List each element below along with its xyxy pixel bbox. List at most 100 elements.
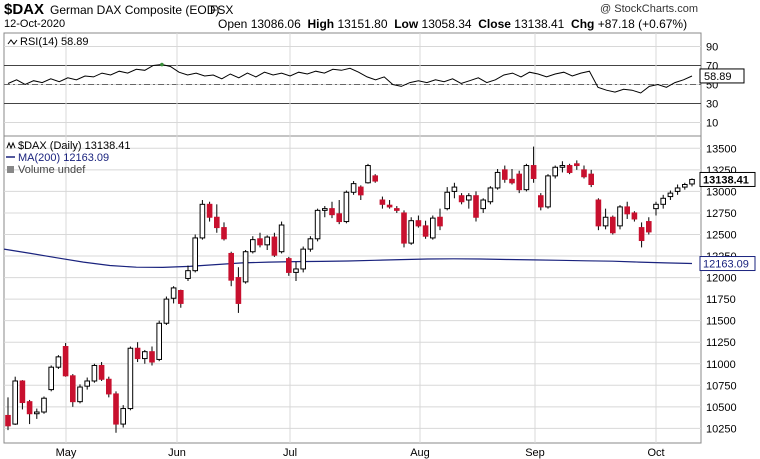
candle-body-down [415,220,422,227]
candle-body-down [566,165,573,173]
price-tick-label: 10500 [706,402,737,414]
rsi-tick-label: 30 [706,99,718,111]
price-tick-label: 13000 [706,186,737,198]
candle-body-down [286,258,292,273]
candle-body-up [343,191,350,223]
candle [19,380,26,410]
candle-body-down [646,221,652,233]
candle-body-down [62,346,69,377]
candle [178,289,184,308]
candle [523,163,530,192]
candle [221,222,227,241]
candle-body-up [142,351,148,360]
candle [379,196,386,209]
candle [336,200,342,225]
candle-body-up [41,397,47,413]
candle [293,262,299,282]
candle [106,376,112,398]
candle-body-down [221,227,227,240]
candle [631,211,638,222]
candle-body-up [170,287,177,299]
candle [55,355,62,369]
candle-body-down [538,195,544,208]
candle [451,182,458,199]
candle [242,249,249,284]
price-tick-label: 11250 [706,337,736,349]
candle [358,185,364,201]
candle-body-down [134,347,141,360]
chart-date: 12-Oct-2020 [4,18,66,30]
exchange-label: FSX [210,3,234,17]
ma-value-tag [699,256,756,272]
ohlc-summary: Open 13086.06 High 13151.80 Low 13058.34… [218,17,687,31]
price-tick-label: 11750 [706,294,736,306]
candle [386,200,393,209]
candle-body-up [494,171,501,189]
candle [199,200,206,240]
candle [444,187,450,211]
candle [142,349,148,364]
price-tick-label: 12750 [706,208,737,220]
candle-body-up [199,203,206,239]
candle-body-up [300,248,306,270]
candle-body-up [250,239,256,253]
price-legend-icon [6,141,16,150]
candle-body-up [559,165,566,168]
price-tick-label: 12500 [706,229,737,241]
chg-value: +87.18 (+0.67%) [597,17,688,31]
candle [509,168,515,185]
candle-body-down [271,236,278,256]
candle [149,346,155,366]
candle [638,222,645,248]
candle [473,191,479,222]
candle [271,232,278,257]
candle [653,201,659,216]
high-value: 13151.80 [337,17,388,31]
rsi-tick-label: 10 [706,118,718,130]
price-tick-label: 10750 [706,380,737,392]
candle-body-up [91,364,98,382]
low-label: Low [394,17,419,31]
candle [502,165,508,183]
candle-body-up [77,386,83,403]
candle-body-down [401,212,407,244]
candle-body-down [206,203,213,218]
candle-body-down [588,173,595,186]
price-tick-label: 12000 [706,273,737,285]
candle [430,215,436,240]
candle-body-down [638,227,645,242]
candle-body-down [5,414,11,427]
candle-body-up [660,197,667,205]
candle [185,265,191,282]
candle [602,208,609,230]
candle [466,193,472,209]
candle [257,232,263,248]
rsi-line [7,63,693,94]
x-axis-month-label: Jun [168,447,186,459]
x-axis-month-label: Sep [525,447,545,459]
candle-body-down [113,393,119,425]
candle-body-down [178,290,184,304]
candle-body-down [574,163,580,167]
candle [314,208,321,242]
candle-body-up [264,236,270,246]
candle [26,399,33,425]
candle-body-up [487,187,494,203]
candle [566,163,573,175]
candle-body-up [34,411,40,415]
candle [48,365,55,392]
candle [62,343,69,377]
candle-body-down [106,378,112,395]
candle [422,220,429,239]
x-axis-month-label: May [56,447,77,459]
candle [91,363,98,383]
candle-body-down [530,165,537,179]
price-value-tag-label: 13138.41 [703,174,749,186]
ma-legend: MA(200) 12163.09 [18,152,109,164]
candle [127,346,134,411]
candle-body-up [552,166,559,177]
candle [487,186,494,205]
candle-body-up [545,175,551,208]
candle-body-up [185,270,191,279]
candle [163,296,170,325]
